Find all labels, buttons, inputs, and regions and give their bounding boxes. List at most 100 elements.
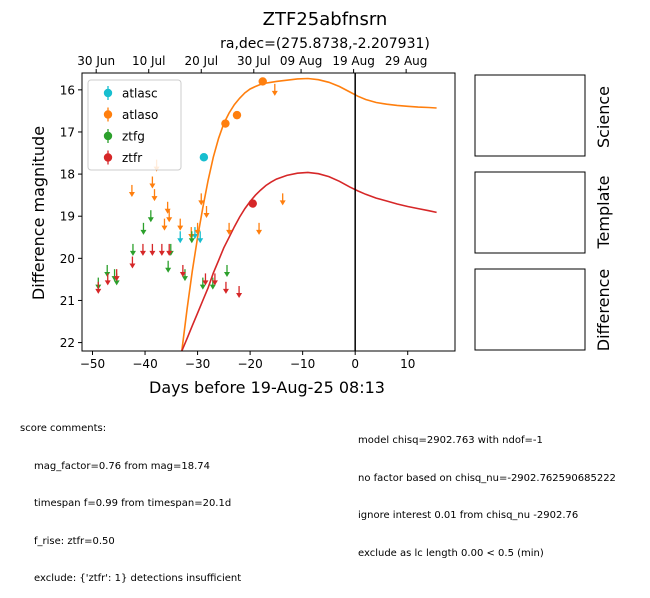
x-tick-label: −10 xyxy=(290,357,315,371)
upper-limit-arrowhead xyxy=(177,225,184,231)
upper-limit-arrowhead xyxy=(149,183,156,189)
upper-limit-arrowhead xyxy=(181,276,188,282)
template-panel-label: Template xyxy=(594,175,613,249)
model-comment-line: no factor based on chisq_nu=-2902.762590… xyxy=(358,472,616,484)
upper-limit-ztfg xyxy=(188,231,195,244)
upper-limit-arrowhead xyxy=(129,263,136,269)
y-tick-label: 18 xyxy=(60,168,75,182)
upper-limit-arrowhead xyxy=(113,280,120,286)
legend-entry-ztfg: ztfg xyxy=(103,129,145,144)
upper-limit-arrowhead xyxy=(279,200,286,206)
upper-limit-arrowhead xyxy=(188,238,195,244)
x-tick-label: −50 xyxy=(80,357,105,371)
detection-point-ztfr xyxy=(248,199,257,208)
upper-limit-arrowhead xyxy=(222,288,229,294)
upper-limit-ztfr xyxy=(104,273,111,286)
upper-limit-arrowhead xyxy=(128,191,135,197)
upper-limit-atlaso xyxy=(194,222,201,235)
upper-limit-arrowhead xyxy=(113,276,120,282)
chart-title: ZTF25abfnsrn xyxy=(263,9,388,30)
upper-limit-atlaso xyxy=(161,218,168,231)
chart-subtitle: ra,dec=(275.8738,-2.207931) xyxy=(220,36,430,52)
upper-limit-arrowhead xyxy=(139,250,146,256)
upper-limit-ztfg xyxy=(223,264,230,277)
top-tick-label: 29 Aug xyxy=(385,54,428,68)
y-tick-label: 20 xyxy=(60,252,75,266)
upper-limit-arrowhead xyxy=(166,250,173,256)
template-panel: Template xyxy=(474,171,613,254)
upper-limit-ztfr xyxy=(129,256,136,269)
upper-limit-arrowhead xyxy=(166,217,173,223)
data-points xyxy=(95,77,286,299)
upper-limit-ztfr xyxy=(166,243,173,256)
detection-point-atlaso xyxy=(221,119,230,128)
detection-point-atlaso xyxy=(232,110,242,120)
upper-limit-ztfr xyxy=(236,286,243,299)
upper-limit-arrowhead xyxy=(165,267,172,273)
top-tick-label: 10 Jul xyxy=(132,54,166,68)
x-tick-label: −40 xyxy=(132,357,157,371)
legend-entry-ztfr: ztfr xyxy=(103,150,142,165)
difference-panel: Difference xyxy=(474,268,613,351)
upper-limit-arrowhead xyxy=(104,280,111,286)
y-tick-label: 16 xyxy=(60,83,75,97)
legend-frame xyxy=(87,79,182,171)
top-tick-label: 20 Jul xyxy=(184,54,218,68)
score-comments: score comments: mag_factor=0.76 from mag… xyxy=(20,398,241,598)
score-comment-line: mag_factor=0.76 from mag=18.74 xyxy=(34,460,211,472)
top-tick-label: 19 Aug xyxy=(332,54,375,68)
score-comments-heading: score comments: xyxy=(20,423,107,434)
upper-limit-arrowhead xyxy=(199,284,206,290)
upper-limit-arrowhead xyxy=(129,250,136,256)
upper-limit-arrowhead xyxy=(179,271,186,277)
upper-limit-atlaso xyxy=(279,193,286,206)
upper-limit-ztfr xyxy=(113,269,120,282)
upper-limit-arrowhead xyxy=(149,250,156,256)
lightcurve-figure: ZTF25abfnsrn ra,dec=(275.8738,-2.207931)… xyxy=(29,9,613,397)
legend: atlasc atlaso ztfg ztfr xyxy=(87,79,182,171)
upper-limit-ztfr xyxy=(158,243,165,256)
upper-limit-atlaso xyxy=(128,184,135,197)
detection-point-atlaso xyxy=(258,77,267,86)
upper-limit-ztfr xyxy=(179,264,186,277)
upper-limit-arrowhead xyxy=(236,293,243,299)
upper-limit-arrowhead xyxy=(194,229,201,235)
upper-limit-ztfr xyxy=(149,243,156,256)
upper-limit-arrowhead xyxy=(198,200,205,206)
x-axis: −50 −40 −30 −20 −10 0 10 xyxy=(80,351,415,371)
legend-marker xyxy=(103,153,113,162)
upper-limit-atlaso xyxy=(198,193,205,206)
upper-limit-arrowhead xyxy=(177,238,184,244)
upper-limit-ztfg xyxy=(199,277,206,290)
x-tick-label: 10 xyxy=(400,357,415,371)
legend-label: atlaso xyxy=(122,108,158,122)
upper-limit-arrowhead xyxy=(271,90,278,96)
upper-limit-arrowhead xyxy=(197,238,204,244)
top-tick-label: 30 Jun xyxy=(77,54,115,68)
upper-limit-atlaso xyxy=(164,201,171,214)
upper-limit-arrowhead xyxy=(211,280,218,286)
upper-limit-atlasc xyxy=(197,231,204,244)
legend-marker xyxy=(103,110,113,119)
upper-limit-ztfg xyxy=(147,210,154,223)
upper-limit-ztfr xyxy=(211,273,218,286)
upper-limit-arrowhead xyxy=(203,213,210,218)
model-curve-ztfr xyxy=(181,171,437,351)
legend-marker xyxy=(103,88,113,98)
upper-limit-ztfg xyxy=(165,260,172,273)
x-axis-label: Days before 19-Aug-25 08:13 xyxy=(149,378,385,397)
detection-point-atlasc xyxy=(199,153,209,162)
x-tick-label: 0 xyxy=(351,357,359,371)
y-axis: 16 17 18 19 20 21 22 xyxy=(60,83,82,350)
upper-limit-ztfr xyxy=(139,243,146,256)
model-comment-line: exclude as lc length 0.00 < 0.5 (min) xyxy=(358,547,544,559)
model-curves xyxy=(181,77,437,351)
difference-image-box xyxy=(474,268,586,351)
upper-limit-arrowhead xyxy=(158,250,165,256)
legend-marker xyxy=(103,131,113,141)
model-comment-line: model chisq=2902.763 with ndof=-1 xyxy=(358,435,543,446)
upper-limit-arrowhead xyxy=(161,225,168,231)
upper-limit-atlasc xyxy=(177,231,184,244)
science-image-box xyxy=(474,74,586,157)
upper-limit-atlaso xyxy=(149,176,156,189)
